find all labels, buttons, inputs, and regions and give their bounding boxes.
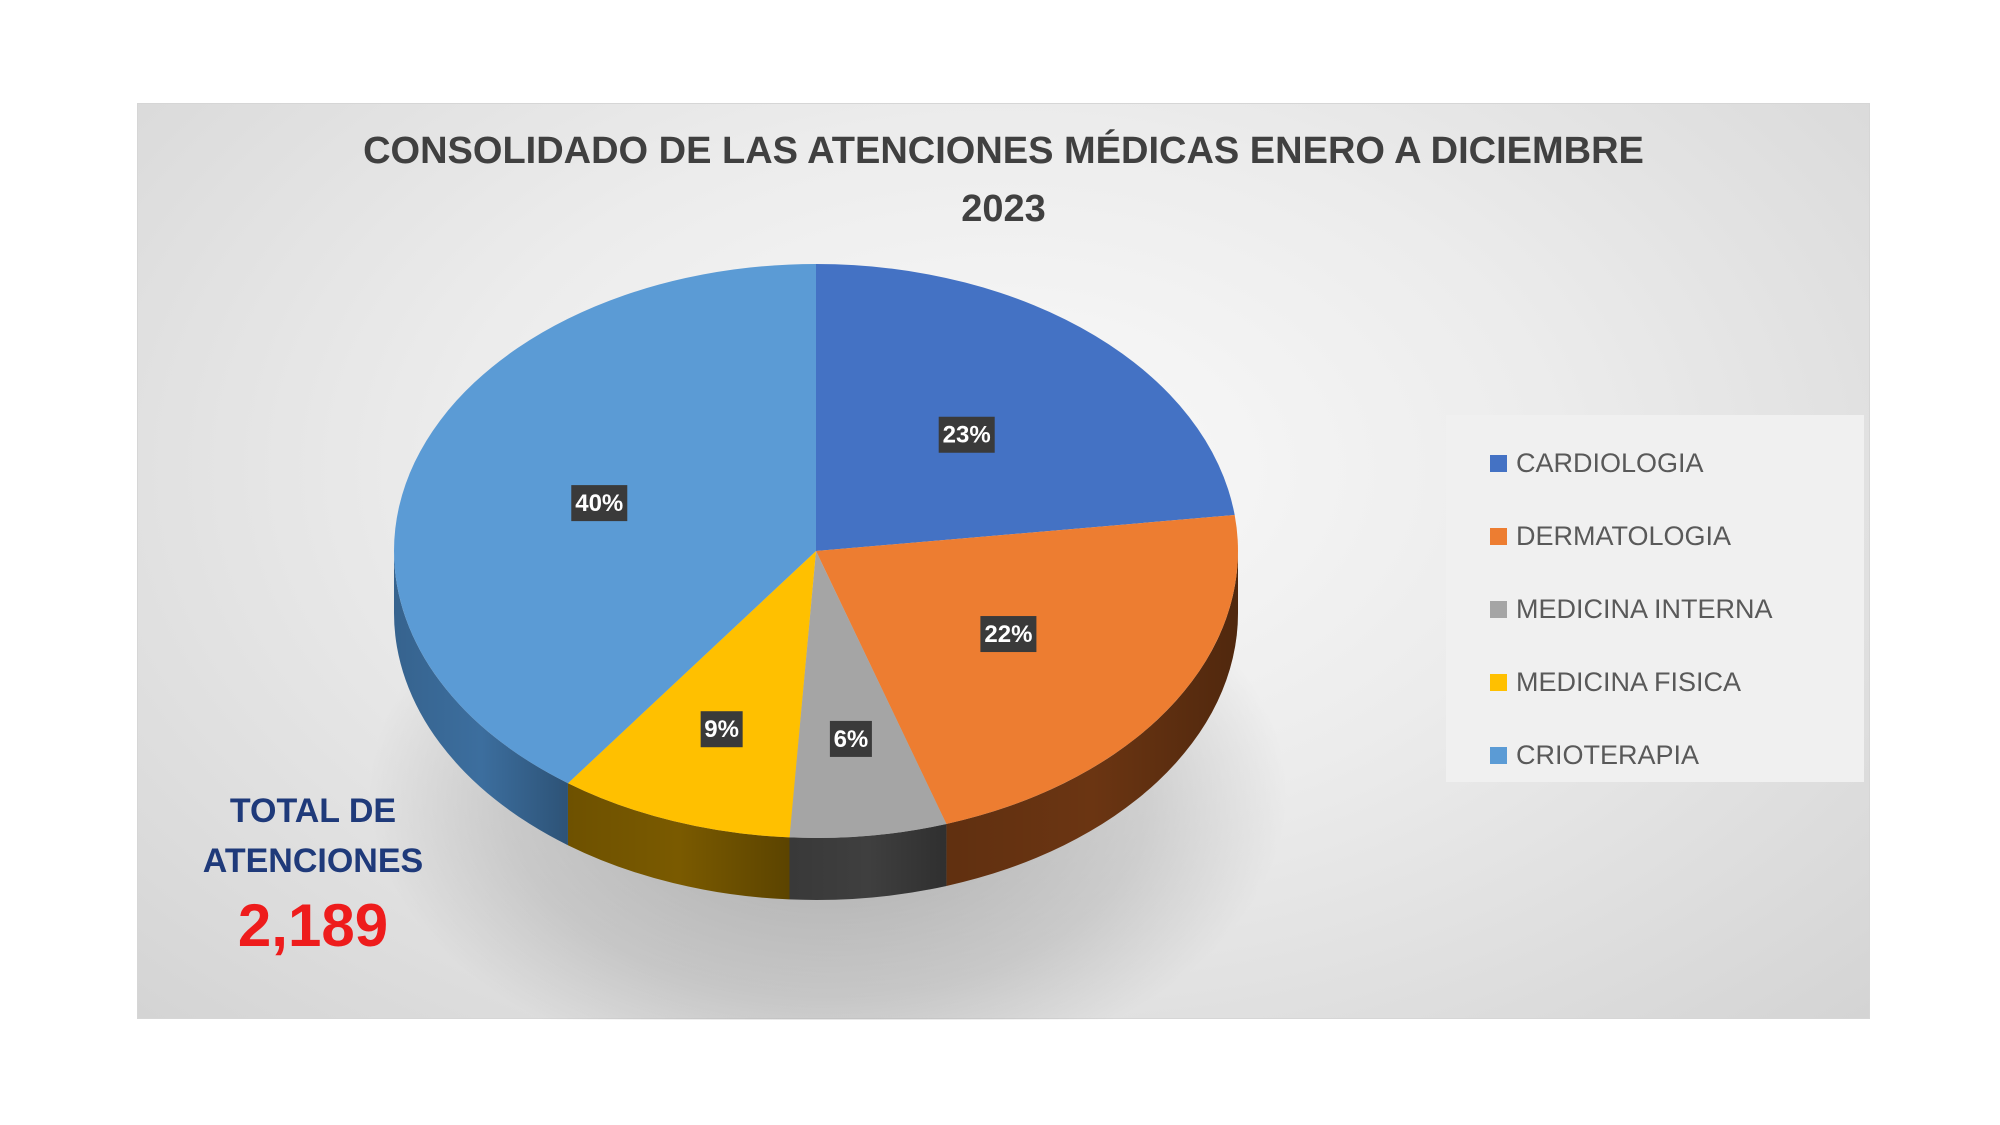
legend: CARDIOLOGIA DERMATOLOGIA MEDICINA INTERNA M… [1446,415,1864,782]
chart-title: CONSOLIDADO DE LAS ATENCIONES MÉDICAS EN… [138,122,1869,238]
legend-swatch [1490,455,1507,472]
legend-label: CARDIOLOGIA [1516,448,1704,478]
chart-area: CONSOLIDADO DE LAS ATENCIONES MÉDICAS EN… [137,103,1870,1020]
legend-item-medicina-interna: MEDICINA INTERNA [1446,573,1864,646]
pie-slice-dermatologia [816,515,1238,824]
pie-chart: 23% 22% 6% 9% 40% [368,264,1288,1020]
data-label-text: 23% [943,422,991,449]
chart-title-line1: CONSOLIDADO DE LAS ATENCIONES MÉDICAS EN… [363,130,1644,172]
pie-slice-cardiologia [816,264,1235,551]
pie-side-shade [567,783,790,900]
total-value: 2,189 [237,892,389,959]
pie-slice-medicina-interna [789,551,947,838]
data-label-text: 6% [834,726,869,753]
legend-label: MEDICINA FISICA [1516,667,1742,697]
legend-item-crioterapia: CRIOTERAPIA [1446,719,1864,792]
data-label-box [938,416,995,453]
total-label-line2: ATENCIONES [202,842,424,880]
legend-item-cardiologia: CARDIOLOGIA [1446,427,1864,500]
legend-label: CRIOTERAPIA [1516,740,1700,770]
legend-swatch [1490,528,1507,545]
legend-swatch [1490,601,1507,618]
pie-data-labels: 23% 22% 6% 9% 40% [571,416,1037,757]
data-label-box [700,711,743,748]
pie-side-shade [946,551,1238,886]
data-label-medicina-fisica: 9% [700,711,743,748]
legend-label: DERMATOLOGIA [1516,521,1732,551]
pie-sides [394,551,1238,900]
data-label-text: 22% [984,621,1032,648]
legend-item-dermatologia: DERMATOLOGIA [1446,500,1864,573]
data-label-dermatologia: 22% [980,616,1037,653]
data-label-box [980,616,1037,653]
pie-slice-crioterapia [394,264,816,784]
pie-side-shade [789,823,947,900]
data-label-box [571,485,628,522]
data-label-box [829,720,872,757]
total-label-line1: TOTAL DE [229,792,397,830]
data-label-cardiologia: 23% [938,416,995,453]
data-label-text: 9% [704,716,739,743]
chart-title-line2: 2023 [961,188,1046,230]
legend-swatch [1490,674,1507,691]
pie-side-shade [394,551,568,846]
data-label-medicina-interna: 6% [829,720,872,757]
data-label-text: 40% [575,490,623,517]
data-label-crioterapia: 40% [571,485,628,522]
pie-tops [394,264,1238,838]
pie-slice-medicina-fisica [567,551,816,838]
legend-label: MEDICINA INTERNA [1516,594,1773,624]
total-block: TOTAL DE ATENCIONES 2,189 [198,786,428,962]
legend-item-medicina-fisica: MEDICINA FISICA [1446,646,1864,719]
legend-swatch [1490,747,1507,764]
